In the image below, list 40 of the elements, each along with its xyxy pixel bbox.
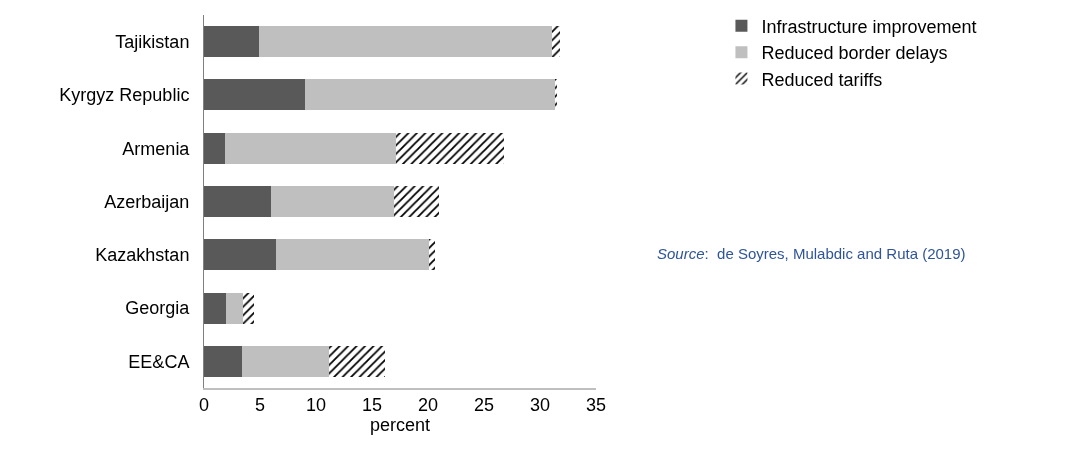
bar <box>204 79 305 111</box>
bar <box>204 239 276 271</box>
y-tick-label: Tajikistan <box>115 31 190 52</box>
y-tick-label: Georgia <box>125 298 191 319</box>
bar <box>204 186 272 217</box>
bar <box>204 132 226 164</box>
text: Reduced tariffs <box>761 69 883 90</box>
legend-label: Reduced border delays <box>761 43 948 64</box>
bar <box>204 345 243 377</box>
legend-label: Infrastructure improvement <box>761 16 977 37</box>
bar <box>552 26 561 58</box>
bar <box>429 239 435 271</box>
y-tick-label: Kazakhstan <box>95 245 190 266</box>
bar <box>329 345 386 377</box>
x-tick-label: 25 <box>473 395 495 416</box>
bar <box>395 132 505 164</box>
bar <box>304 79 556 111</box>
x-tick-label: 5 <box>254 395 266 416</box>
x-tick-label: 30 <box>529 395 551 416</box>
x-axis-title: percent <box>369 415 431 436</box>
bar <box>243 292 255 324</box>
x-tick-label: 10 <box>305 395 327 416</box>
bar <box>242 345 330 377</box>
bar <box>226 292 244 324</box>
x-tick-label: 15 <box>361 395 383 416</box>
bar <box>271 186 395 217</box>
bar <box>204 26 259 58</box>
x-tick-label: 35 <box>585 395 607 416</box>
x-tick-label: 0 <box>198 395 210 416</box>
y-tick-label: Armenia <box>122 138 191 159</box>
y-tick-label: Kyrgyz Republic <box>59 85 190 106</box>
bar <box>204 292 227 324</box>
bar <box>258 26 553 58</box>
x-tick-label: 20 <box>417 395 439 416</box>
bar <box>225 132 396 164</box>
y-tick-label: EE&CA <box>128 351 190 372</box>
source-note: Source: de Soyres, Mulabdic and Ruta (2019) <box>657 245 966 262</box>
bar <box>275 239 430 271</box>
y-tick-label: Azerbaijan <box>104 191 190 212</box>
bar <box>394 186 440 217</box>
